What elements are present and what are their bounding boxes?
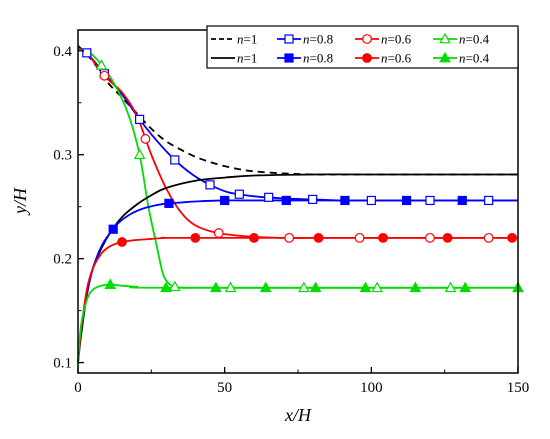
data-point-n-04-lower-1 bbox=[160, 281, 172, 293]
legend-label-row1: n=1 bbox=[237, 32, 257, 47]
data-point-n-06-upper-1 bbox=[140, 134, 151, 144]
legend-marker-row1 bbox=[362, 34, 372, 44]
data-point-n-04-upper-2 bbox=[168, 280, 181, 292]
data-point-n-04-lower-5 bbox=[359, 281, 372, 293]
marker-layer bbox=[82, 48, 524, 293]
data-point-n-06-lower-5 bbox=[442, 232, 453, 243]
data-point-n-04-upper-4 bbox=[298, 281, 310, 293]
plot-area-frame bbox=[77, 29, 519, 374]
data-point-n-04-upper-6 bbox=[444, 281, 457, 293]
data-point-n-08-upper-0 bbox=[82, 48, 92, 58]
data-point-n-04-upper-1 bbox=[133, 148, 146, 160]
data-point-n-08-upper-4 bbox=[205, 180, 215, 190]
series-line-n-08-lower bbox=[77, 199, 518, 363]
legend-marker-row1 bbox=[439, 32, 451, 44]
legend-marker-row2 bbox=[362, 53, 372, 63]
data-point-n-06-lower-2 bbox=[249, 232, 259, 243]
legend-marker-row1 bbox=[284, 34, 294, 44]
y-tick-label: 0.1 bbox=[53, 356, 72, 372]
data-point-n-06-lower-3 bbox=[313, 232, 324, 243]
legend-label-row2: n=0.8 bbox=[303, 51, 333, 66]
data-point-n-04-upper-5 bbox=[371, 281, 384, 293]
legend-label-row1: n=0.6 bbox=[381, 32, 412, 47]
data-point-n-08-lower-3 bbox=[281, 195, 291, 206]
data-point-n-08-upper-5 bbox=[234, 189, 244, 199]
data-point-n-06-upper-2 bbox=[213, 228, 224, 238]
data-point-n-04-lower-4 bbox=[309, 281, 322, 293]
data-point-n-06-upper-3 bbox=[284, 232, 295, 243]
y-tick-label: 0.3 bbox=[53, 148, 72, 164]
y-axis-title: y/H bbox=[10, 187, 30, 216]
data-point-n-04-upper-3 bbox=[224, 281, 237, 293]
data-point-n-06-upper-6 bbox=[483, 232, 494, 243]
data-point-n-08-upper-7 bbox=[308, 194, 318, 205]
axis-layer: 0 50 100 150 0.1 0.2 0.3 0.4 bbox=[53, 44, 529, 396]
data-point-n-04-lower-0 bbox=[104, 278, 117, 290]
data-point-n-04-upper-0 bbox=[95, 59, 108, 70]
legend-label-row2: n=0.6 bbox=[381, 51, 412, 66]
x-axis-title: x/H bbox=[284, 405, 312, 425]
data-point-n-08-lower-0 bbox=[108, 224, 118, 234]
legend-marker-row2 bbox=[284, 53, 294, 63]
series-line-n-06-lower bbox=[77, 236, 518, 363]
legend-box bbox=[206, 25, 519, 69]
data-point-n-04-lower-7 bbox=[459, 281, 472, 293]
data-point-n-08-lower-6 bbox=[457, 195, 467, 206]
y-tick-label: 0.4 bbox=[53, 44, 72, 60]
x-tick-label: 0 bbox=[74, 380, 82, 396]
legend-label-row2: n=0.4 bbox=[459, 51, 490, 66]
data-point-n-06-lower-4 bbox=[378, 232, 388, 243]
series-layer bbox=[77, 44, 519, 363]
data-point-n-08-lower-2 bbox=[220, 195, 230, 206]
series-line-n-1-lower bbox=[77, 173, 518, 363]
data-point-n-08-upper-8 bbox=[366, 195, 376, 206]
series-line-n-04-upper bbox=[77, 49, 518, 289]
y-tick-label: 0.2 bbox=[53, 252, 72, 268]
data-point-n-08-upper-3 bbox=[170, 155, 180, 165]
data-point-n-06-lower-1 bbox=[190, 232, 201, 243]
x-tick-label: 150 bbox=[507, 380, 530, 396]
data-point-n-08-upper-9 bbox=[425, 195, 435, 206]
data-point-n-08-upper-6 bbox=[264, 192, 274, 202]
legend-label-row1: n=0.8 bbox=[303, 32, 333, 47]
data-point-n-08-upper-10 bbox=[484, 195, 494, 206]
series-line-n-04-lower bbox=[77, 283, 519, 363]
x-tick-label: 100 bbox=[360, 380, 383, 396]
data-point-n-06-upper-5 bbox=[425, 232, 435, 243]
data-point-n-06-lower-0 bbox=[117, 237, 127, 247]
data-point-n-08-lower-1 bbox=[164, 198, 174, 208]
data-point-n-08-lower-5 bbox=[401, 195, 412, 206]
legend-label-row1: n=0.4 bbox=[459, 32, 490, 47]
data-point-n-08-upper-2 bbox=[135, 114, 145, 124]
x-tick-label: 50 bbox=[217, 380, 232, 396]
legend-label-row2: n=1 bbox=[237, 51, 257, 66]
legend: n=1 n=0.8 n=0.6 n=0.4 n=1 n=0.8 n=0.6 n=0.4 bbox=[206, 25, 519, 69]
data-point-n-04-lower-3 bbox=[259, 281, 272, 293]
data-point-n-06-upper-0 bbox=[99, 70, 110, 81]
data-point-n-04-lower-2 bbox=[210, 281, 222, 293]
data-point-n-08-lower-4 bbox=[340, 195, 350, 206]
data-point-n-06-upper-4 bbox=[354, 232, 365, 243]
legend-marker-row2 bbox=[439, 51, 451, 63]
data-point-n-06-lower-6 bbox=[507, 232, 518, 243]
data-point-n-04-lower-6 bbox=[409, 281, 422, 293]
